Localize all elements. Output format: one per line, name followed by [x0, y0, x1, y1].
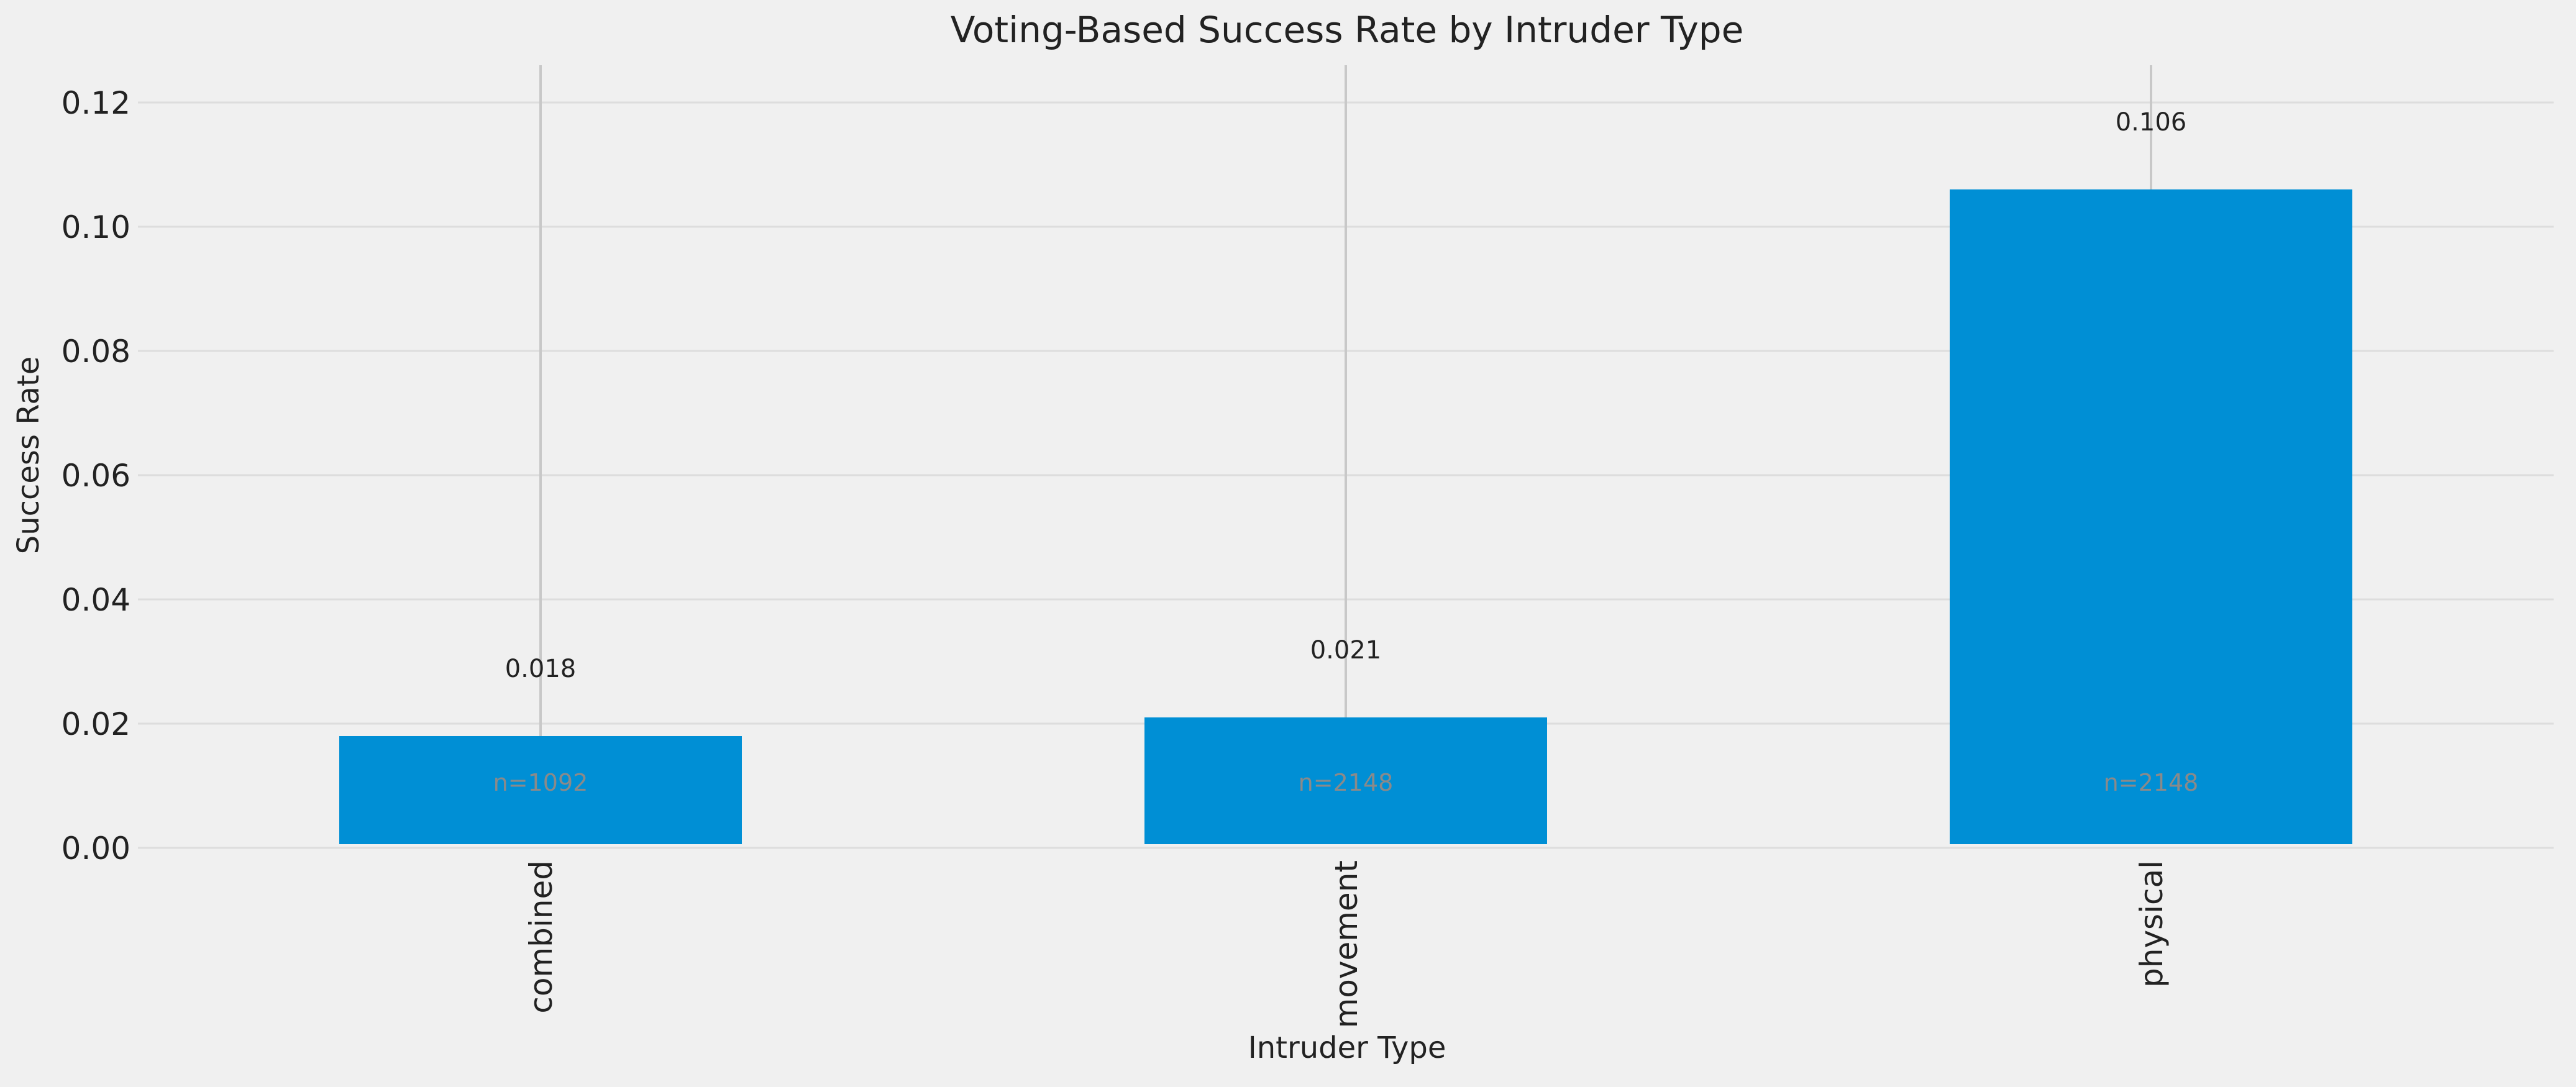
y-tick-label: 0.02	[62, 706, 130, 742]
bar-combined	[339, 736, 742, 844]
x-tick-label: physical	[2134, 860, 2170, 988]
x-tick-label: combined	[523, 860, 559, 1014]
y-tick-label: 0.00	[62, 830, 130, 866]
value-label: 0.021	[1310, 636, 1382, 665]
bar-labels: 0.018 n=1092 0.021 n=2148 0.106 n=2148	[493, 108, 2199, 796]
y-axis-label: Success Rate	[11, 357, 46, 555]
y-tick-label: 0.06	[62, 458, 130, 494]
y-tick-label: 0.08	[62, 334, 130, 370]
bar-physical	[1950, 189, 2352, 844]
y-tick-label: 0.12	[62, 85, 130, 121]
bar-movement	[1144, 717, 1547, 844]
y-tick-label: 0.10	[62, 209, 130, 245]
value-label: 0.018	[505, 655, 577, 683]
count-label: n=1092	[493, 769, 588, 796]
count-label: n=2148	[1299, 769, 1394, 796]
y-tick-labels: 0.00 0.02 0.04 0.06 0.08 0.10 0.12	[62, 85, 130, 866]
value-label: 0.106	[2116, 108, 2187, 137]
x-tick-label: movement	[1328, 860, 1364, 1028]
count-label: n=2148	[2104, 769, 2199, 796]
y-tick-label: 0.04	[62, 582, 130, 618]
x-tick-labels: combined movement physical	[523, 860, 2170, 1028]
bars	[339, 189, 2352, 844]
chart-title: Voting-Based Success Rate by Intruder Ty…	[951, 9, 1744, 51]
x-axis-label: Intruder Type	[1248, 1030, 1446, 1065]
